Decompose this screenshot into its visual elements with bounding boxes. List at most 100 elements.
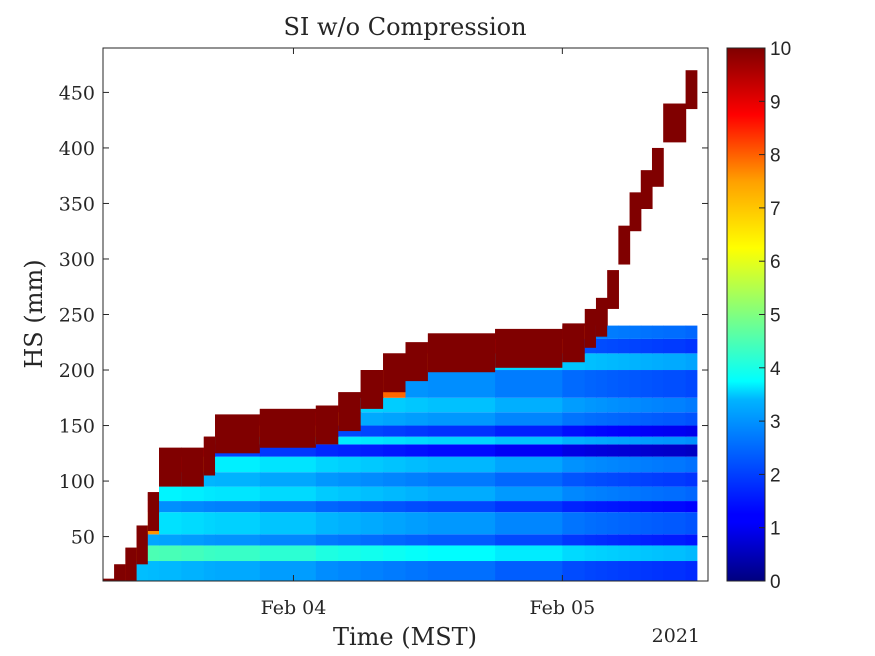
heatmap-cell bbox=[383, 534, 407, 546]
heatmap-cell bbox=[618, 472, 631, 487]
y-axis-ticks: 50 100 150 200 250 300 350 400 450 bbox=[59, 82, 708, 549]
heatmap-cell bbox=[203, 512, 216, 535]
heatmap-cell bbox=[685, 436, 698, 445]
heatmap-cell bbox=[360, 501, 384, 513]
surface-band-cell bbox=[259, 408, 317, 448]
heatmap-cell bbox=[159, 561, 183, 581]
x-axis-year-label: 2021 bbox=[652, 625, 700, 647]
heatmap-cell bbox=[259, 512, 317, 535]
heatmap-cell bbox=[427, 370, 496, 398]
heatmap-cell bbox=[685, 444, 698, 457]
heatmap-cell bbox=[640, 325, 653, 339]
heatmap-cell bbox=[584, 370, 597, 398]
heatmap-cell bbox=[427, 412, 496, 426]
heatmap-cell bbox=[405, 444, 429, 457]
heatmap-cell bbox=[629, 425, 642, 437]
heatmap-cell bbox=[360, 534, 384, 546]
heatmap-cell bbox=[203, 561, 216, 581]
heatmap-cell bbox=[495, 444, 563, 457]
colorbar-tick-label: 6 bbox=[770, 252, 781, 273]
heatmap-cell bbox=[495, 472, 563, 487]
heatmap-cell bbox=[315, 534, 339, 546]
heatmap-cell bbox=[259, 486, 317, 502]
heatmap-cell bbox=[562, 436, 586, 445]
surface-band-cell bbox=[640, 170, 653, 210]
heatmap-cell bbox=[607, 545, 619, 562]
heatmap-cell bbox=[562, 397, 586, 413]
heatmap-cell bbox=[685, 501, 698, 513]
heatmap-cell bbox=[495, 561, 563, 581]
heatmap-cell bbox=[640, 338, 653, 354]
heatmap-cell bbox=[651, 512, 664, 535]
surface-band-cell bbox=[181, 447, 205, 487]
heatmap-cell bbox=[640, 545, 653, 562]
heatmap-cell bbox=[595, 353, 608, 371]
heatmap-cell bbox=[215, 561, 261, 581]
heatmap-cell bbox=[618, 412, 631, 426]
heatmap-cell bbox=[405, 561, 429, 581]
heatmap-cell bbox=[315, 545, 339, 562]
heatmap-cell bbox=[629, 472, 642, 487]
heatmap-cell bbox=[215, 472, 261, 487]
heatmap-cell bbox=[383, 501, 407, 513]
heatmap-cell bbox=[383, 561, 407, 581]
surface-band-cell bbox=[427, 333, 496, 373]
heatmap-cell bbox=[618, 444, 631, 457]
heatmap-cell bbox=[595, 338, 608, 354]
heatmap-cell bbox=[383, 456, 407, 473]
heatmap-cell bbox=[259, 534, 317, 546]
chart-title: SI w/o Compression bbox=[283, 13, 526, 41]
x-axis-label: Time (MST) bbox=[333, 623, 477, 651]
colorbar-tick-label: 2 bbox=[770, 465, 781, 486]
heatmap-cell bbox=[629, 486, 642, 502]
heatmap-cell bbox=[629, 512, 642, 535]
y-axis-label: HS (mm) bbox=[20, 259, 48, 368]
heatmap-cell bbox=[595, 512, 608, 535]
heatmap-cell bbox=[360, 512, 384, 535]
colorbar-gradient bbox=[726, 47, 766, 582]
heatmap-cell bbox=[629, 456, 642, 473]
heatmap-cell bbox=[663, 456, 687, 473]
heatmap-cell bbox=[360, 444, 384, 457]
heatmap-cell bbox=[618, 501, 631, 513]
y-tick-label: 450 bbox=[59, 82, 95, 104]
heatmap-cell bbox=[315, 561, 339, 581]
heatmap-cell bbox=[685, 353, 698, 371]
heatmap-cell bbox=[562, 444, 586, 457]
heatmap-cell bbox=[663, 370, 687, 398]
heatmap-cell bbox=[685, 512, 698, 535]
heatmap-cell bbox=[663, 425, 687, 437]
heatmap-cell bbox=[215, 545, 261, 562]
x-tick-label: Feb 04 bbox=[261, 597, 327, 619]
heatmap-cell bbox=[427, 436, 496, 445]
heatmap-cell bbox=[595, 412, 608, 426]
heatmap-cell bbox=[203, 472, 216, 487]
heatmap-cell bbox=[495, 436, 563, 445]
x-axis-ticks: Feb 04 Feb 05 bbox=[261, 48, 595, 619]
heatmap-cell bbox=[685, 534, 698, 546]
heatmap-cell bbox=[584, 512, 597, 535]
heatmap-cell bbox=[651, 486, 664, 502]
y-tick-label: 300 bbox=[59, 249, 95, 271]
heatmap-cell bbox=[607, 456, 619, 473]
colorbar-tick-label: 10 bbox=[770, 39, 791, 60]
heatmap-cell bbox=[618, 545, 631, 562]
heatmap-cell bbox=[405, 486, 429, 502]
heatmap-cell bbox=[685, 561, 698, 581]
heatmap-cell bbox=[685, 370, 698, 398]
heatmap-cell bbox=[405, 425, 429, 437]
heatmap-cell bbox=[495, 425, 563, 437]
heatmap-cell bbox=[584, 425, 597, 437]
heatmap-cell bbox=[427, 545, 496, 562]
colorbar-tick-label: 7 bbox=[770, 199, 781, 220]
heatmap-cell bbox=[629, 397, 642, 413]
heatmap-cell bbox=[181, 561, 205, 581]
heatmap-cell bbox=[315, 501, 339, 513]
heatmap-cell bbox=[584, 397, 597, 413]
heatmap-cell bbox=[663, 436, 687, 445]
heatmap-cell bbox=[360, 425, 384, 437]
heatmap-cell bbox=[685, 412, 698, 426]
heatmap-cell bbox=[663, 472, 687, 487]
heatmap-cell bbox=[159, 545, 183, 562]
surface-band-cell bbox=[114, 564, 126, 581]
